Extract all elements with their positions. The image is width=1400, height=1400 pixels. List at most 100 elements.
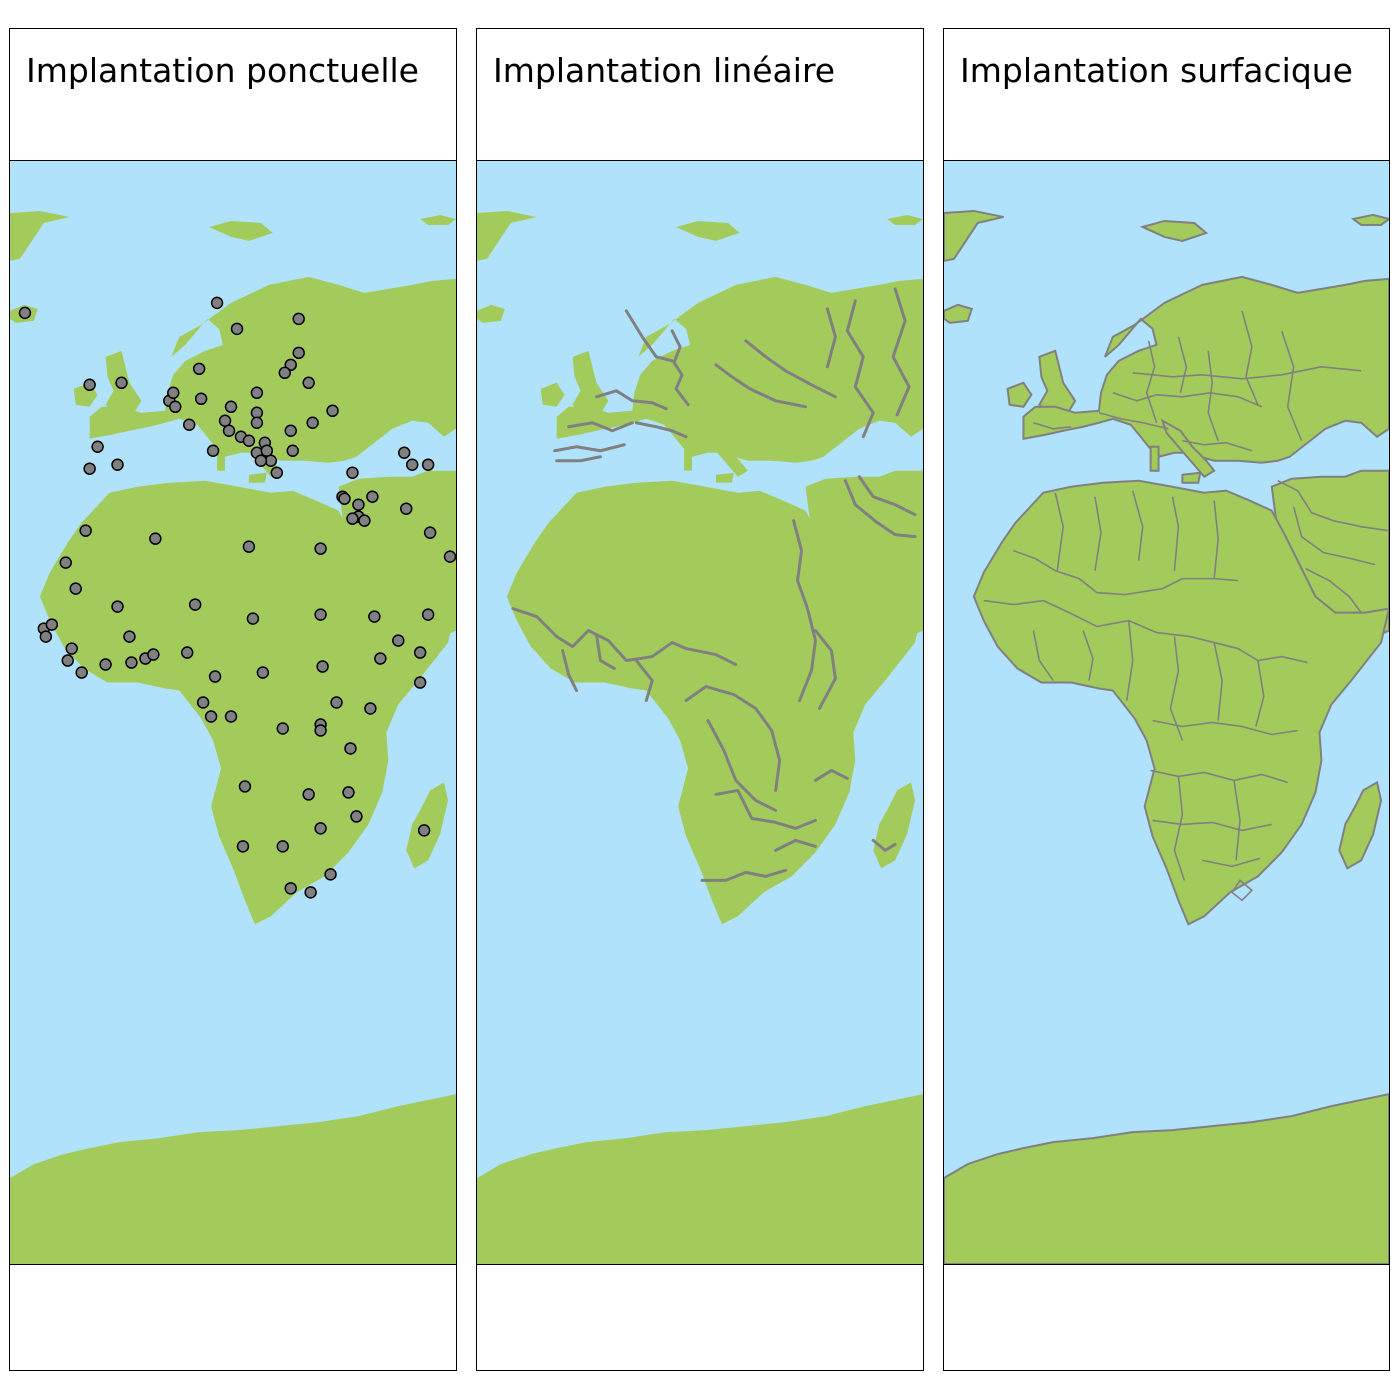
panel-footer [944,1264,1389,1370]
panel-title: Implantation linéaire [493,51,836,90]
point-marker [115,376,128,390]
boundary [1182,439,1253,452]
river [744,339,837,399]
river [714,363,808,409]
point-marker [421,608,435,621]
point-marker [350,810,363,823]
river [825,307,837,369]
point-marker [69,582,82,595]
point-marker [182,418,196,432]
point-marker [125,656,138,669]
point-marker [346,466,359,479]
point-marker [169,400,182,414]
point-marker [270,466,284,479]
river [813,768,849,782]
panel-footer [10,1264,456,1370]
point-marker [224,710,238,723]
river [843,479,917,539]
point-marker [91,440,104,453]
river [511,607,738,667]
boundary [1094,496,1102,571]
point-marker [83,378,96,392]
point-marker [188,598,202,611]
point-marker [330,696,343,709]
point-marker [210,296,224,310]
point-marker [306,416,319,430]
point-marker [292,312,305,326]
point-marker [236,840,250,853]
panel-title: Implantation ponctuelle [26,51,419,90]
boundary [1177,336,1188,393]
world-map [10,161,456,1265]
world-map [477,161,923,1265]
boundary [1082,630,1094,681]
point-marker [79,524,92,537]
boundary [1202,857,1261,868]
point-marker [99,658,112,671]
boundary [1132,366,1362,380]
point-marker [18,306,32,320]
point-marker [304,886,317,899]
panel-title: Implantation surfacique [960,51,1353,90]
river [792,519,817,703]
river [706,718,778,812]
boundary [1230,879,1254,902]
boundary [1305,567,1362,614]
point-marker [421,458,435,471]
point-marker [443,550,456,563]
boundary [1241,310,1259,406]
river [594,389,668,411]
point-marker [324,868,337,881]
point-marker [352,498,365,511]
point-marker [398,446,411,459]
point-marker [276,722,289,735]
boundary [1207,350,1219,442]
river [845,299,875,439]
boundary [1173,776,1186,881]
point-marker [149,532,162,545]
river [813,629,837,711]
point-marker [413,646,427,659]
point-marker [302,376,315,390]
river [634,421,688,439]
river [594,633,616,671]
boundary [1125,620,1134,701]
point-marker [196,696,210,709]
point-marker [45,618,59,631]
boundary [1152,719,1298,736]
point-marker [167,386,180,400]
point-marker [368,610,381,623]
point-marker [342,786,355,799]
point-marker [230,322,244,336]
point-marker [250,386,264,400]
point-marker [208,670,222,683]
point-marker [413,676,427,689]
panel-header: Implantation surfacique [944,29,1389,161]
panel-header: Implantation ponctuelle [10,29,456,161]
point-marker [242,434,256,447]
map-panel-points: Implantation ponctuelle [9,28,457,1371]
point-marker [292,346,305,360]
point-marker [123,630,136,643]
point-marker [278,366,291,380]
boundary [1277,479,1389,532]
point-marker [276,840,289,853]
map-panel-areas: Implantation surfacique [943,28,1390,1371]
boundary [1213,500,1219,579]
world-map [944,161,1389,1265]
river [634,659,654,703]
point-marker [374,652,387,665]
boundary [1233,780,1241,861]
boundary [1145,340,1158,424]
river [624,309,674,363]
point-marker [392,634,405,647]
point-marker [400,502,413,515]
point-marker [284,424,297,437]
river [555,455,602,463]
point-marker [246,612,260,625]
point-marker [346,512,359,525]
boundary [1098,412,1169,430]
point-marker [65,642,78,655]
boundary [1054,492,1065,571]
point-marker [417,824,431,837]
